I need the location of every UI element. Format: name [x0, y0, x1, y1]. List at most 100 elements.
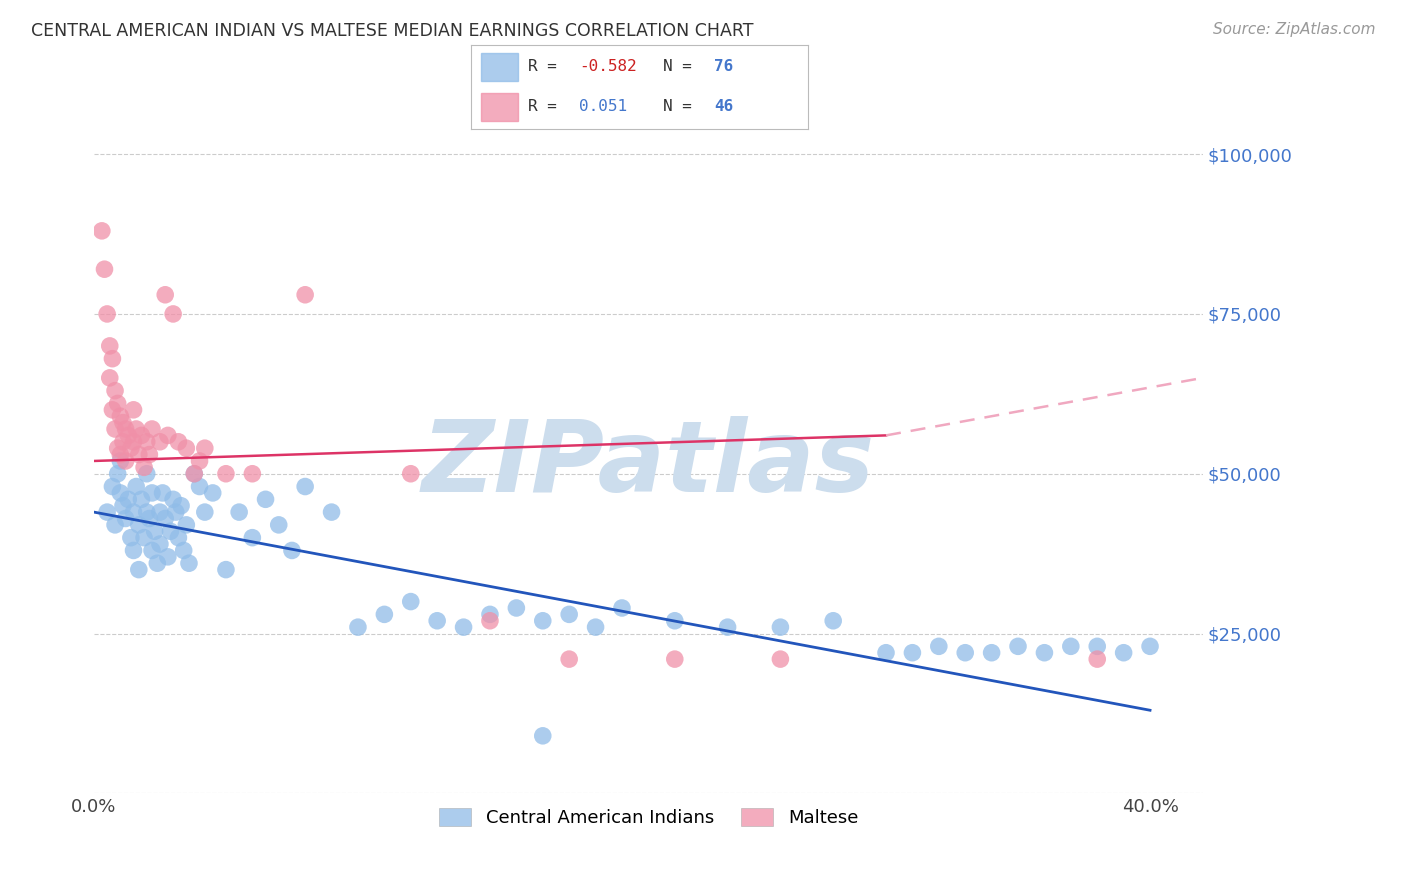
Point [1139, 640, 1161, 654]
Point [111, 499, 134, 513]
Point [135, 434, 157, 449]
Point [194, 505, 217, 519]
Text: Source: ZipAtlas.com: Source: ZipAtlas.com [1212, 22, 1375, 37]
Point [1060, 640, 1083, 654]
Point [531, 729, 554, 743]
Point [111, 416, 134, 430]
Point [114, 454, 136, 468]
Point [281, 543, 304, 558]
Point [664, 652, 686, 666]
Point [505, 601, 527, 615]
Point [159, 524, 181, 539]
Point [128, 448, 150, 462]
Point [173, 543, 195, 558]
Point [131, 428, 153, 442]
Point [128, 563, 150, 577]
Point [104, 517, 127, 532]
Point [183, 467, 205, 481]
Text: ZIPatlas: ZIPatlas [422, 416, 875, 513]
Point [294, 479, 316, 493]
Point [120, 531, 142, 545]
Point [110, 409, 132, 424]
Point [135, 467, 157, 481]
Point [188, 479, 211, 493]
Point [240, 531, 263, 545]
Point [267, 517, 290, 532]
Point [156, 549, 179, 564]
Point [176, 517, 198, 532]
Point [426, 614, 449, 628]
Point [122, 434, 145, 449]
Point [399, 594, 422, 608]
Point [110, 454, 132, 468]
Point [347, 620, 370, 634]
Point [716, 620, 738, 634]
Point [453, 620, 475, 634]
Point [114, 511, 136, 525]
Point [96, 307, 118, 321]
Point [149, 434, 172, 449]
Point [146, 556, 169, 570]
Point [143, 524, 166, 539]
Point [901, 646, 924, 660]
Point [104, 422, 127, 436]
Text: N =: N = [664, 59, 702, 74]
Point [141, 422, 163, 436]
Point [165, 505, 187, 519]
Point [131, 492, 153, 507]
Point [1007, 640, 1029, 654]
Point [373, 607, 395, 622]
Point [110, 486, 132, 500]
Point [111, 434, 134, 449]
Point [294, 287, 316, 301]
Point [531, 614, 554, 628]
Point [101, 479, 124, 493]
Point [201, 486, 224, 500]
Point [167, 434, 190, 449]
Point [1085, 652, 1108, 666]
Point [122, 402, 145, 417]
Point [162, 307, 184, 321]
Text: N =: N = [664, 99, 702, 114]
Point [104, 384, 127, 398]
Point [120, 441, 142, 455]
Point [875, 646, 897, 660]
Text: R =: R = [529, 99, 576, 114]
Point [132, 460, 155, 475]
Point [101, 351, 124, 366]
Point [162, 492, 184, 507]
Point [90, 224, 112, 238]
Point [1085, 640, 1108, 654]
Point [122, 543, 145, 558]
Point [478, 607, 501, 622]
Point [664, 614, 686, 628]
Point [122, 505, 145, 519]
Point [107, 441, 129, 455]
Point [254, 492, 277, 507]
Point [117, 428, 139, 442]
Point [149, 537, 172, 551]
Text: -0.582: -0.582 [579, 59, 637, 74]
Point [149, 505, 172, 519]
Point [107, 467, 129, 481]
Point [96, 505, 118, 519]
Point [478, 614, 501, 628]
Point [585, 620, 607, 634]
Bar [481, 54, 519, 81]
Point [101, 402, 124, 417]
Point [188, 454, 211, 468]
Point [194, 441, 217, 455]
Point [155, 511, 177, 525]
Point [152, 486, 174, 500]
Point [823, 614, 845, 628]
Point [128, 517, 150, 532]
Point [215, 563, 238, 577]
Point [98, 371, 121, 385]
Text: 46: 46 [714, 99, 733, 114]
Point [141, 543, 163, 558]
Point [228, 505, 250, 519]
Point [176, 441, 198, 455]
Point [138, 511, 160, 525]
Point [155, 287, 177, 301]
Point [170, 499, 193, 513]
